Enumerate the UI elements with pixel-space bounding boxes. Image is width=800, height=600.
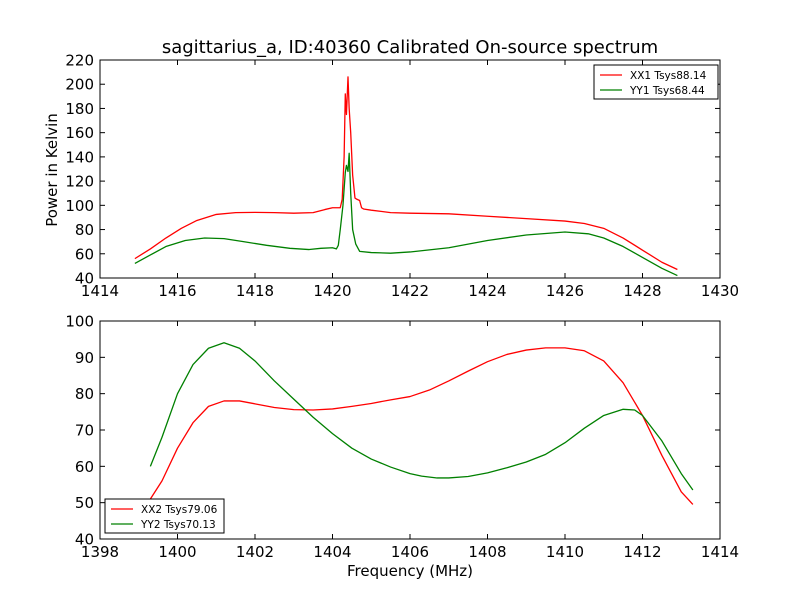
- bottom-x-tick-label: 1406: [391, 543, 429, 561]
- bottom-legend: XX2 Tsys79.06 YY2 Tsys70.13: [104, 498, 225, 534]
- bottom-x-tick-label: 1398: [81, 543, 119, 561]
- top-y-tick-label: 140: [65, 148, 94, 166]
- top-x-tick-label: 1430: [701, 282, 739, 300]
- bottom-x-tick-label: 1414: [701, 543, 739, 561]
- bottom-x-tick-label: 1410: [546, 543, 584, 561]
- bottom-y-tick-label: 80: [75, 385, 94, 403]
- bottom-x-tick-label: 1400: [158, 543, 196, 561]
- top-legend-label-2: YY1 Tsys68.44: [629, 85, 705, 97]
- bottom-y-tick-label: 50: [75, 494, 94, 512]
- bottom-x-tick-label: 1412: [623, 543, 661, 561]
- top-series-line-2: [134, 152, 678, 277]
- top-x-tick-label: 1414: [81, 282, 119, 300]
- top-y-tick-label: 80: [75, 221, 94, 239]
- top-y-tick-label: 200: [65, 76, 94, 94]
- top-y-tick-label: 220: [65, 52, 94, 70]
- top-y-tick-label: 180: [65, 100, 94, 118]
- bottom-plot: 1398 1400 1402 1404 1406 1408 1410 1412 1414 40 50…: [65, 313, 739, 562]
- top-y-tick-label: 40: [75, 270, 94, 288]
- bottom-series-line-1: [149, 347, 694, 505]
- top-x-tick-label: 1424: [468, 282, 506, 300]
- bottom-legend-box: [104, 498, 225, 534]
- top-y-tick-label: 100: [65, 197, 94, 215]
- top-legend-label-1: XX1 Tsys88.14: [630, 70, 707, 82]
- chart-title: sagittarius_a, ID:40360 Calibrated On-so…: [162, 37, 658, 58]
- bottom-y-tick-label: 100: [65, 313, 94, 331]
- bottom-y-tick-label: 40: [75, 531, 94, 549]
- top-y-tick-label: 60: [75, 245, 94, 263]
- top-legend: XX1 Tsys88.14 YY1 Tsys68.44: [593, 64, 719, 100]
- top-x-tick-label: 1422: [391, 282, 429, 300]
- bottom-y-tick-label: 70: [75, 422, 94, 440]
- top-series-line-1: [134, 76, 678, 271]
- top-legend-box: [593, 64, 719, 100]
- top-plot: 1414 1416 1418 1420 1422 1424 1426 1428 1430 40 60…: [65, 52, 739, 301]
- bottom-legend-label-1: XX2 Tsys79.06: [141, 504, 218, 516]
- bottom-x-axis-label: Frequency (MHz): [347, 562, 473, 580]
- top-y-tick-label: 120: [65, 173, 94, 191]
- bottom-series-line-2: [149, 342, 694, 491]
- top-x-tick-label: 1426: [546, 282, 584, 300]
- top-y-axis-label: Power in Kelvin: [43, 113, 61, 227]
- bottom-x-tick-label: 1404: [313, 543, 351, 561]
- top-x-tick-label: 1428: [623, 282, 661, 300]
- bottom-legend-label-2: YY2 Tsys70.13: [140, 519, 216, 531]
- bottom-x-tick-label: 1402: [236, 543, 274, 561]
- top-x-tick-label: 1420: [313, 282, 351, 300]
- top-y-tick-label: 160: [65, 124, 94, 142]
- top-x-tick-label: 1418: [236, 282, 274, 300]
- bottom-y-tick-label: 90: [75, 349, 94, 367]
- bottom-y-tick-label: 60: [75, 458, 94, 476]
- top-x-tick-label: 1416: [158, 282, 196, 300]
- bottom-x-tick-label: 1408: [468, 543, 506, 561]
